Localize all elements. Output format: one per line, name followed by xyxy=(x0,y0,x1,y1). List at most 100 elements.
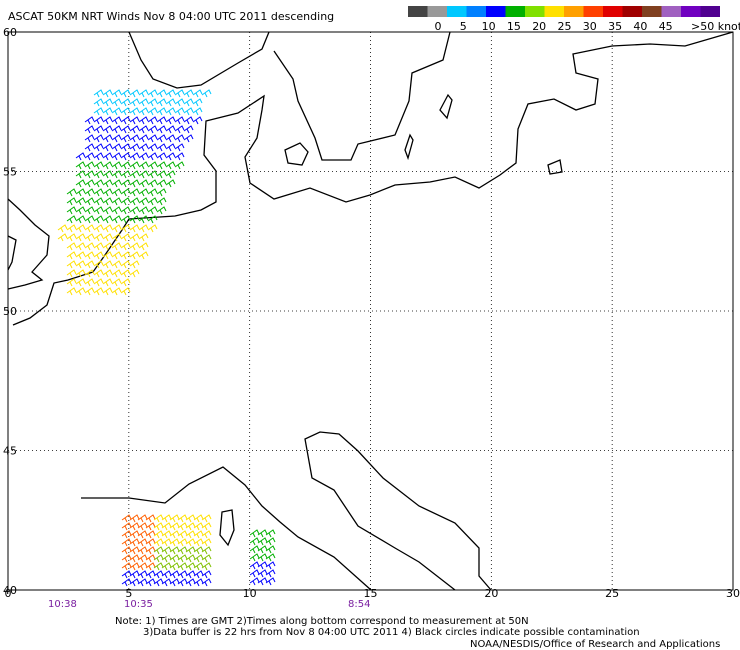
wind-barb xyxy=(84,278,95,287)
wind-barb xyxy=(120,125,131,134)
wind-barb xyxy=(102,242,113,251)
coastline xyxy=(81,466,372,591)
wind-barb xyxy=(111,188,122,197)
wind-barb xyxy=(177,522,188,531)
wind-barb xyxy=(265,569,276,578)
wind-barb xyxy=(138,233,149,242)
wind-barb xyxy=(137,570,148,579)
wind-barb xyxy=(120,152,131,161)
wind-barb xyxy=(153,514,164,523)
wind-barb xyxy=(161,514,172,523)
wind-barb xyxy=(66,242,77,251)
wind-barb xyxy=(156,134,167,143)
wind-barb xyxy=(185,522,196,531)
wind-barb xyxy=(111,260,122,269)
wind-barb xyxy=(84,260,95,269)
wind-barb xyxy=(84,170,95,179)
wind-barb xyxy=(129,161,140,170)
wind-barb xyxy=(93,233,104,242)
wind-barb xyxy=(111,143,122,152)
wind-barb xyxy=(193,514,204,523)
wind-barb xyxy=(137,562,148,571)
scale-label: 10 xyxy=(482,20,496,33)
wind-barb xyxy=(169,546,180,555)
wind-barb xyxy=(66,233,77,242)
wind-barb xyxy=(75,260,86,269)
wind-barb xyxy=(138,89,149,98)
wind-barb xyxy=(183,125,194,134)
wind-barb xyxy=(138,197,149,206)
wind-barb xyxy=(165,89,176,98)
wind-barb xyxy=(161,530,172,539)
wind-barb xyxy=(93,98,104,107)
wind-barb xyxy=(156,125,167,134)
wind-barb xyxy=(84,233,95,242)
wind-barb xyxy=(66,287,77,296)
note-line: 3)Data buffer is 22 hrs from Nov 8 04:00… xyxy=(143,627,640,638)
wind-barb xyxy=(111,134,122,143)
wind-barb xyxy=(75,161,86,170)
wind-barb xyxy=(93,224,104,233)
wind-barb xyxy=(137,546,148,555)
island xyxy=(404,133,414,161)
wind-barbs xyxy=(57,89,276,587)
color-swatch xyxy=(661,6,681,17)
wind-barb xyxy=(183,98,194,107)
wind-barb xyxy=(120,179,131,188)
wind-barb xyxy=(129,224,140,233)
wind-barb xyxy=(120,188,131,197)
color-swatch xyxy=(564,6,584,17)
wind-barb xyxy=(177,546,188,555)
wind-barb xyxy=(66,278,77,287)
wind-barb xyxy=(145,570,156,579)
wind-barb xyxy=(138,116,149,125)
wind-barb xyxy=(138,224,149,233)
wind-barb xyxy=(120,260,131,269)
wind-barb xyxy=(102,233,113,242)
lat-label: 45 xyxy=(3,445,17,458)
wind-barb xyxy=(138,134,149,143)
wind-barb xyxy=(161,578,172,587)
wind-barb xyxy=(192,89,203,98)
wind-barb xyxy=(145,578,156,587)
wind-barb xyxy=(147,224,158,233)
coastline xyxy=(7,198,50,290)
wind-barb xyxy=(147,134,158,143)
wind-barb xyxy=(201,546,212,555)
wind-barb xyxy=(102,215,113,224)
coastline xyxy=(12,31,734,326)
wind-barb xyxy=(84,125,95,134)
lon-label: 5 xyxy=(125,587,132,600)
wind-barb xyxy=(129,522,140,531)
wind-barb xyxy=(161,546,172,555)
wind-barb xyxy=(185,578,196,587)
wind-barb xyxy=(147,89,158,98)
wind-barb xyxy=(249,537,260,546)
wind-barb xyxy=(121,578,132,587)
map-title: ASCAT 50KM NRT Winds Nov 8 04:00 UTC 201… xyxy=(8,10,334,23)
wind-barb xyxy=(84,269,95,278)
wind-barb xyxy=(111,107,122,116)
wind-barb xyxy=(120,224,131,233)
wind-barb xyxy=(193,538,204,547)
wind-barb xyxy=(102,260,113,269)
wind-barb xyxy=(156,188,167,197)
wind-barb xyxy=(75,224,86,233)
wind-barb xyxy=(153,522,164,531)
lat-label: 50 xyxy=(3,305,17,318)
wind-barb xyxy=(102,116,113,125)
wind-barb xyxy=(153,562,164,571)
island xyxy=(547,159,563,175)
wind-barb xyxy=(84,188,95,197)
wind-barb xyxy=(111,242,122,251)
wind-barb xyxy=(129,170,140,179)
wind-barb xyxy=(165,170,176,179)
wind-barb xyxy=(147,152,158,161)
wind-barb xyxy=(102,287,113,296)
wind-barb xyxy=(75,278,86,287)
wind-barb xyxy=(192,98,203,107)
wind-barb xyxy=(137,530,148,539)
wind-barb xyxy=(129,578,140,587)
wind-barb xyxy=(120,161,131,170)
